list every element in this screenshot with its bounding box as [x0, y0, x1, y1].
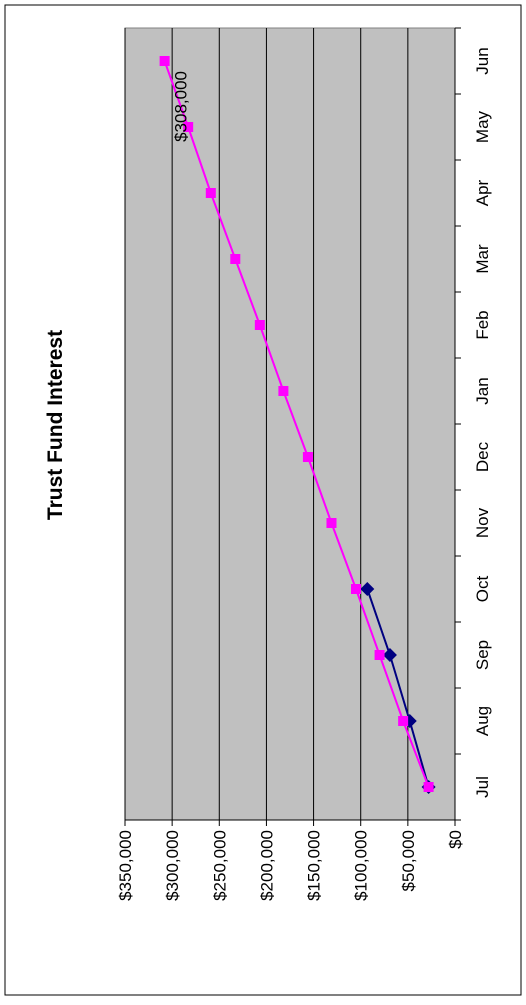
y-tick-label: $350,000	[116, 830, 135, 901]
marker	[230, 254, 241, 264]
x-tick-label: Aug	[473, 706, 492, 736]
marker	[398, 716, 409, 726]
y-tick-label: $250,000	[210, 830, 229, 901]
y-tick-label: $0	[446, 830, 465, 849]
x-tick-label: Dec	[473, 441, 492, 472]
x-tick-label: Mar	[473, 244, 492, 274]
x-tick-label: Jul	[473, 776, 492, 798]
series-line	[163, 60, 430, 788]
y-tick-label: $150,000	[305, 830, 324, 901]
x-tick-label: Jun	[473, 47, 492, 74]
series-line	[366, 588, 430, 788]
marker	[326, 518, 337, 528]
plot-area	[124, 27, 456, 821]
x-tick-label: Sep	[473, 640, 492, 670]
marker	[183, 122, 194, 132]
x-tick-label: Oct	[473, 576, 492, 603]
x-tick-label: Apr	[473, 179, 492, 206]
annotation: $308,000	[172, 71, 191, 142]
marker	[254, 320, 265, 330]
x-tick-label: Nov	[473, 507, 492, 538]
marker	[351, 584, 361, 594]
chart-title: Trust Fund Interest	[44, 330, 67, 520]
marker	[382, 648, 397, 662]
rotated-chart: Trust Fund Interest $0 $50,000 $100,000 $15…	[44, 27, 492, 901]
x-tick-label: Jan	[473, 377, 492, 404]
marker	[360, 582, 375, 596]
marker	[302, 452, 313, 462]
y-tick-label: $50,000	[399, 830, 418, 891]
marker	[278, 386, 289, 396]
marker	[423, 782, 434, 792]
marker	[205, 188, 216, 198]
y-tick-label: $200,000	[257, 830, 276, 901]
marker	[159, 56, 170, 66]
x-tick-label: Feb	[473, 310, 492, 339]
y-tick-label: $100,000	[352, 830, 371, 901]
marker	[374, 650, 385, 660]
y-tick-label: $300,000	[163, 830, 182, 901]
x-tick-label: May	[473, 110, 492, 143]
